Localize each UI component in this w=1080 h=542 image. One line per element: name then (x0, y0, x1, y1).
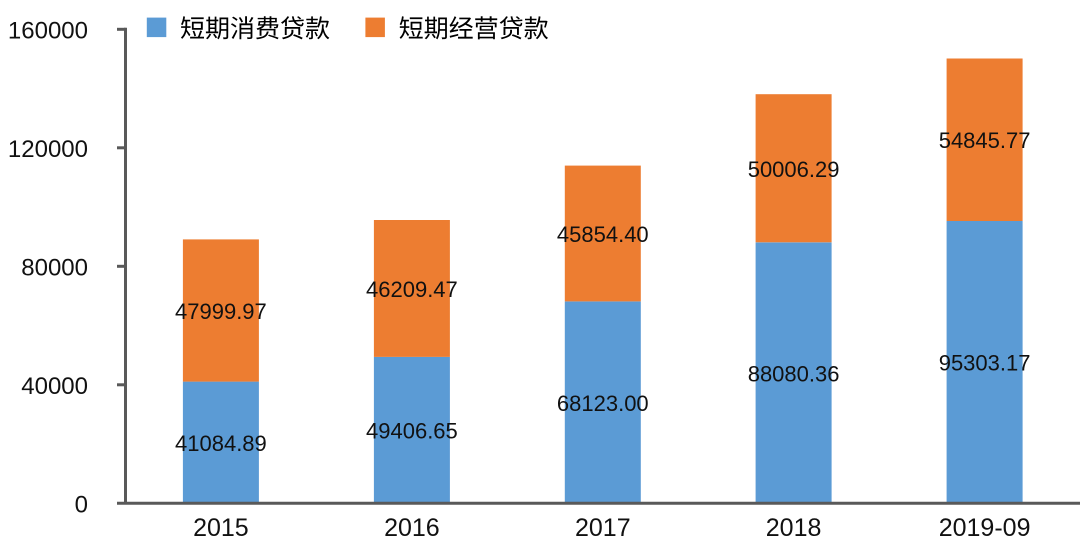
svg-text:160000: 160000 (8, 17, 88, 44)
svg-text:95303.17: 95303.17 (939, 351, 1031, 376)
svg-text:41084.89: 41084.89 (175, 431, 267, 456)
svg-text:46209.47: 46209.47 (366, 277, 458, 302)
svg-text:80000: 80000 (21, 254, 88, 281)
svg-text:50006.29: 50006.29 (748, 157, 840, 182)
svg-text:120000: 120000 (8, 136, 88, 163)
svg-text:2018: 2018 (766, 514, 822, 542)
svg-text:45854.40: 45854.40 (557, 222, 649, 247)
svg-text:2019-09: 2019-09 (939, 514, 1031, 542)
svg-text:68123.00: 68123.00 (557, 391, 649, 416)
svg-text:2016: 2016 (384, 514, 440, 542)
svg-text:0: 0 (75, 491, 88, 518)
svg-text:2015: 2015 (193, 514, 249, 542)
svg-text:2017: 2017 (575, 514, 631, 542)
svg-text:40000: 40000 (21, 373, 88, 400)
svg-text:49406.65: 49406.65 (366, 419, 458, 444)
svg-text:54845.77: 54845.77 (939, 128, 1031, 153)
svg-text:88080.36: 88080.36 (748, 361, 840, 386)
svg-text:47999.97: 47999.97 (175, 299, 267, 324)
